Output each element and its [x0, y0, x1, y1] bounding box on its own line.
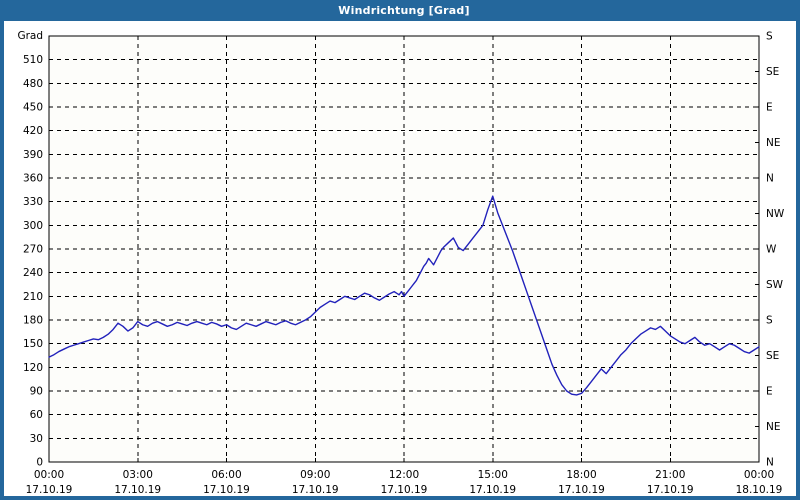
y-axis-tick-label-left: 0 [36, 457, 43, 469]
page-title: Windrichtung [Grad] [338, 4, 470, 17]
y-axis-tick-label-right: S [766, 31, 773, 43]
y-axis-tick-label-right: W [766, 244, 777, 256]
x-axis-labels: 00:00 17.10.19 03:00 17.10.19 06:00 17.10.19 0… [26, 458, 783, 496]
y-axis-tick-label-left: 270 [23, 244, 43, 256]
x-axis-tick-label-date: 17.10.19 [558, 484, 605, 496]
x-axis-tick-label-time: 03:00 [123, 469, 153, 481]
y-axis-tick-label-right: NW [766, 208, 785, 220]
y-axis-tick-label-left: 60 [30, 409, 43, 421]
x-axis-tick-label-time: 09:00 [300, 469, 330, 481]
y-axis-tick-label-left: 180 [23, 315, 43, 327]
y-axis-tick-label-left: 90 [30, 386, 43, 398]
y-axis-tick-label-right: E [766, 102, 773, 114]
y-axis-tick-label-right: N [766, 457, 774, 469]
x-axis-tick-label-date: 17.10.19 [203, 484, 250, 496]
x-axis-tick-label-date: 17.10.19 [26, 484, 73, 496]
y-axis-tick-label-right: E [766, 386, 773, 398]
y-axis-tick-label-left: 450 [23, 102, 43, 114]
x-axis-tick-label-time: 15:00 [478, 469, 508, 481]
y-axis-tick-label-left: 420 [23, 125, 43, 137]
y-axis-tick-label-left: 480 [23, 78, 43, 90]
y-axis-tick-label-right: SW [766, 279, 784, 291]
y-axis-right-labels: N NE E SE S SW W NW N NE E SE S [755, 31, 785, 469]
window-title-bar: Windrichtung [Grad] [4, 0, 800, 21]
plot-frame [48, 35, 760, 463]
series-line-windrichtung [48, 195, 760, 396]
y-axis-tick-label-right: NE [766, 421, 781, 433]
x-axis-tick-label-date: 17.10.19 [469, 484, 516, 496]
y-axis-tick-label-right: SE [766, 350, 779, 362]
y-axis-tick-label-left: 240 [23, 267, 43, 279]
y-axis-tick-label-left: 390 [23, 149, 43, 161]
x-axis-tick-label-date: 17.10.19 [292, 484, 339, 496]
y-axis-tick-label-left: 210 [23, 291, 43, 303]
x-axis-tick-label-date: 18.10.19 [736, 484, 783, 496]
x-axis-tick-label-date: 17.10.19 [114, 484, 161, 496]
y-axis-tick-label-left: 300 [23, 220, 43, 232]
x-axis-tick-label-date: 17.10.19 [381, 484, 428, 496]
y-axis-tick-label-right: SE [766, 66, 779, 78]
y-axis-tick-label-right: NE [766, 137, 781, 149]
y-axis-tick-label-right: N [766, 173, 774, 185]
x-axis-tick-label-time: 00:00 [744, 469, 774, 481]
x-axis-tick-label-time: 12:00 [389, 469, 419, 481]
x-axis-tick-label-time: 18:00 [566, 469, 596, 481]
wind-direction-line-chart: 0 30 60 90 120 150 180 210 240 270 300 330 360 390 420… [17, 30, 785, 496]
y-axis-tick-label-left: 510 [23, 54, 43, 66]
x-axis-tick-label-time: 06:00 [211, 469, 241, 481]
y-axis-tick-label-left: 120 [23, 362, 43, 374]
y-axis-unit-label: Grad [17, 30, 43, 42]
y-axis-tick-label-left: 360 [23, 173, 43, 185]
y-axis-tick-label-left: 30 [30, 433, 43, 445]
plot-canvas: 0 30 60 90 120 150 180 210 240 270 300 330 360 390 420… [4, 21, 796, 496]
y-axis-tick-label-right: S [766, 315, 773, 327]
y-axis-tick-label-left: 150 [23, 338, 43, 350]
x-axis-tick-label-time: 00:00 [34, 469, 64, 481]
y-axis-tick-label-left: 330 [23, 196, 43, 208]
x-axis-tick-label-time: 21:00 [655, 469, 685, 481]
y-axis-left-labels: 0 30 60 90 120 150 180 210 240 270 300 330 360 390 420… [23, 54, 53, 469]
x-axis-tick-label-date: 17.10.19 [647, 484, 694, 496]
